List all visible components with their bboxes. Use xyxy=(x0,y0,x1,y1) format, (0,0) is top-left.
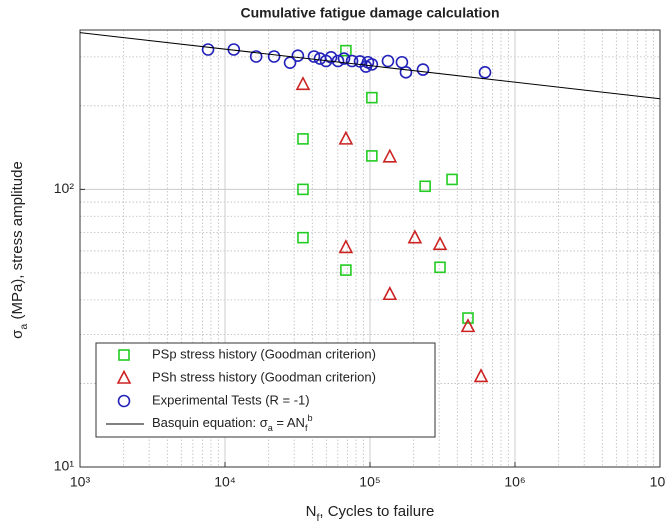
y-axis-label: σa (MPa), stress amplitude xyxy=(9,161,30,339)
circle-marker xyxy=(291,49,305,63)
square-marker xyxy=(462,312,474,324)
square-marker xyxy=(340,44,352,57)
legend-label: Experimental Tests (R = -1) xyxy=(152,392,310,407)
legend-label: PSh stress history (Goodman criterion) xyxy=(152,369,376,384)
y-tick-label: 10¹ xyxy=(54,458,75,474)
square-marker xyxy=(297,133,309,145)
triangle-marker xyxy=(432,236,448,251)
circle-marker xyxy=(399,66,413,79)
circle-marker xyxy=(416,63,430,76)
circle-marker xyxy=(201,43,215,56)
legend-box xyxy=(95,342,436,438)
basquin-line xyxy=(79,32,661,100)
circle-marker xyxy=(283,56,297,69)
circle-marker xyxy=(307,50,321,63)
square-marker xyxy=(434,261,446,274)
circle-marker xyxy=(337,52,351,65)
x-tick-label: 10⁷ xyxy=(650,474,666,490)
circle-marker xyxy=(267,50,281,63)
square-marker xyxy=(340,264,352,276)
square-marker xyxy=(446,173,458,186)
circle-marker xyxy=(478,66,492,79)
triangle-marker xyxy=(382,286,398,301)
x-tick-label: 10⁶ xyxy=(504,474,525,490)
y-tick-label: 10² xyxy=(54,180,75,196)
legend-label: Basquin equation: σa = ANfb xyxy=(152,413,313,433)
square-marker xyxy=(366,91,378,104)
circle-marker xyxy=(345,54,359,68)
circle-marker xyxy=(249,50,263,63)
plot-frame xyxy=(79,29,661,468)
triangle-marker xyxy=(338,130,354,145)
legend-label: PSp stress history (Goodman criterion) xyxy=(152,346,376,361)
x-axis-label: Nf, Cycles to failure xyxy=(306,503,435,524)
triangle-marker xyxy=(460,318,476,333)
square-marker xyxy=(419,180,431,193)
square-marker xyxy=(118,349,130,361)
x-tick-label: 10³ xyxy=(70,474,91,490)
triangle-marker xyxy=(116,369,132,384)
triangle-marker xyxy=(407,229,423,244)
circle-marker xyxy=(324,51,338,64)
circle-marker xyxy=(365,58,379,71)
circle-marker xyxy=(117,394,131,408)
x-tick-label: 10⁵ xyxy=(359,474,380,490)
triangle-marker xyxy=(295,76,311,91)
x-tick-label: 10⁴ xyxy=(214,474,236,490)
chart-title: Cumulative fatigue damage calculation xyxy=(240,5,499,21)
triangle-marker xyxy=(338,239,354,254)
square-marker xyxy=(297,183,309,196)
triangle-marker xyxy=(382,148,398,163)
square-marker xyxy=(297,231,309,244)
square-marker xyxy=(366,150,378,162)
triangle-marker xyxy=(473,368,489,383)
circle-marker xyxy=(381,54,395,68)
